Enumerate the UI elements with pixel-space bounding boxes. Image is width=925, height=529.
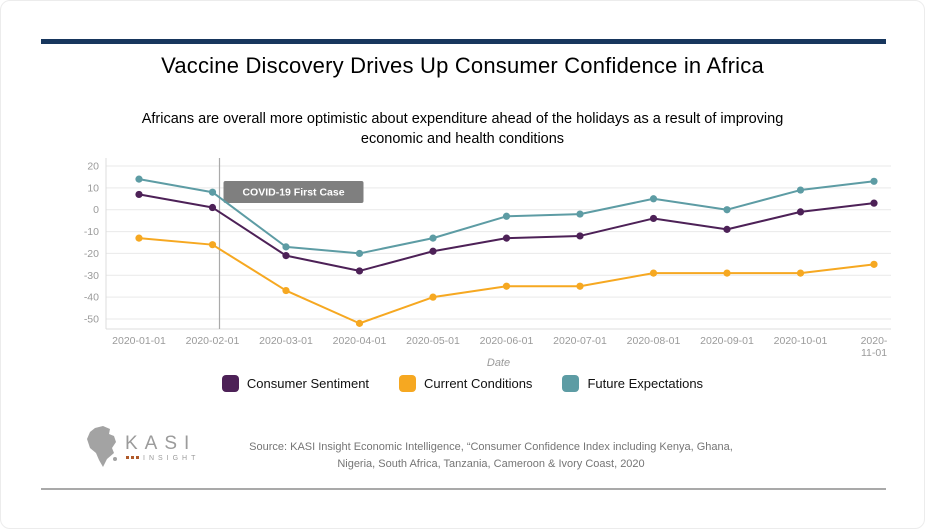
legend-label-current-conditions: Current Conditions [424, 376, 533, 391]
data-point-consumer-sentiment [282, 252, 290, 260]
data-point-consumer-sentiment [429, 247, 437, 255]
annotation-box [223, 181, 364, 203]
legend-swatch-consumer-sentiment [221, 375, 239, 392]
legend-item-current-conditions: Current Conditions [399, 375, 532, 392]
data-point-future-expectations [502, 212, 511, 220]
logo-subtext: INSIGHT [143, 455, 199, 462]
data-point-current-conditions [796, 269, 805, 277]
data-point-future-expectations [282, 243, 290, 251]
data-point-consumer-sentiment [502, 234, 511, 242]
data-point-future-expectations [135, 175, 143, 183]
data-point-consumer-sentiment [576, 232, 584, 240]
y-tick-label: 20 [87, 161, 99, 173]
data-point-current-conditions [649, 269, 658, 277]
x-axis-title: Date [487, 357, 510, 369]
data-point-consumer-sentiment [870, 199, 878, 207]
y-tick-label: -50 [84, 314, 99, 326]
legend-item-consumer-sentiment: Consumer Sentiment [221, 375, 370, 392]
source-note: Source: KASI Insight Economic Intelligen… [216, 439, 766, 472]
source-line2: Nigeria, South Africa, Tanzania, Cameroo… [337, 457, 645, 470]
data-point-future-expectations [355, 249, 364, 258]
data-point-current-conditions [355, 319, 364, 327]
x-tick-label: 2020-05-01 [406, 335, 460, 347]
y-tick-label: -20 [84, 248, 99, 260]
chart-legend: Consumer Sentiment Current Conditions Futu… [1, 375, 924, 392]
data-point-current-conditions [723, 269, 731, 277]
data-point-future-expectations [576, 210, 584, 218]
top-divider-rule [41, 39, 886, 44]
data-point-consumer-sentiment [355, 267, 364, 275]
x-tick-label: 2020-09-01 [700, 335, 754, 347]
data-point-consumer-sentiment [796, 208, 805, 216]
x-tick-label: 2020-10-01 [774, 335, 828, 347]
data-point-current-conditions [870, 260, 878, 268]
consumer-confidence-chart: 20 10 0 -10 -20 -30 -40 -50 2020-01-01 2020-02-01… [41, 151, 901, 369]
data-point-current-conditions [576, 282, 584, 290]
data-point-consumer-sentiment [723, 225, 731, 233]
logo-dot [136, 456, 139, 459]
y-tick-label: 10 [87, 182, 99, 194]
kasi-logo: KASI INSIGHT [81, 425, 211, 482]
legend-item-future-expectations: Future Expectations [562, 375, 703, 392]
x-tick-label: 2020-06-01 [480, 335, 534, 347]
page-title: Vaccine Discovery Drives Up Consumer Con… [161, 53, 764, 78]
data-point-consumer-sentiment [649, 214, 658, 223]
x-tick-label: 2020-04-01 [333, 335, 387, 347]
annotation-label: COVID-19 First Case [242, 187, 344, 199]
africa-map-icon [87, 426, 116, 467]
page-subtitle-line2: economic and health conditions [360, 131, 565, 147]
x-tick-label: 2020-03-01 [259, 335, 313, 347]
series-line-consumer-sentiment [138, 193, 875, 272]
legend-swatch-current-conditions [399, 375, 417, 392]
kasi-logo-graphic: KASI INSIGHT [87, 426, 199, 467]
logo-text: KASI [125, 433, 196, 454]
data-point-current-conditions [502, 282, 511, 290]
data-point-current-conditions [429, 293, 437, 301]
data-point-future-expectations [429, 234, 437, 242]
data-point-current-conditions [135, 234, 143, 242]
data-point-consumer-sentiment [135, 190, 143, 199]
logo-dot [131, 456, 134, 459]
y-tick-label: -40 [84, 292, 99, 304]
y-tick-label: 0 [93, 204, 99, 216]
chart-canvas: 20 10 0 -10 -20 -30 -40 -50 2020-01-01 2020-02-01… [84, 158, 891, 369]
data-point-future-expectations [870, 177, 878, 185]
series-line-current-conditions [138, 237, 875, 325]
page-subtitle: Africans are overall more optimistic abo… [1, 109, 924, 149]
logo-dot [126, 456, 129, 459]
data-point-future-expectations [649, 195, 658, 203]
madagascar-dot [113, 457, 117, 461]
bottom-divider-rule [41, 488, 886, 490]
page-subtitle-line1: Africans are overall more optimistic abo… [141, 111, 784, 127]
data-point-future-expectations [208, 188, 217, 196]
data-point-future-expectations [723, 206, 731, 214]
legend-label-consumer-sentiment: Consumer Sentiment [246, 376, 370, 391]
data-point-current-conditions [282, 286, 290, 295]
x-tick-label: 2020-01-01 [112, 335, 166, 347]
y-tick-label: -10 [84, 226, 99, 238]
legend-swatch-future-expectations [562, 375, 580, 392]
x-tick-label: 2020-11-01 [861, 335, 888, 359]
y-tick-label: -30 [84, 270, 99, 282]
data-point-consumer-sentiment [208, 203, 217, 212]
data-point-current-conditions [208, 241, 217, 249]
legend-label-future-expectations: Future Expectations [587, 376, 704, 391]
x-tick-label: 2020-07-01 [553, 335, 607, 347]
x-tick-label: 2020-02-01 [186, 335, 240, 347]
x-tick-label: 2020-08-01 [627, 335, 681, 347]
data-point-future-expectations [796, 186, 805, 194]
source-line1: Source: KASI Insight Economic Intelligen… [249, 441, 733, 453]
